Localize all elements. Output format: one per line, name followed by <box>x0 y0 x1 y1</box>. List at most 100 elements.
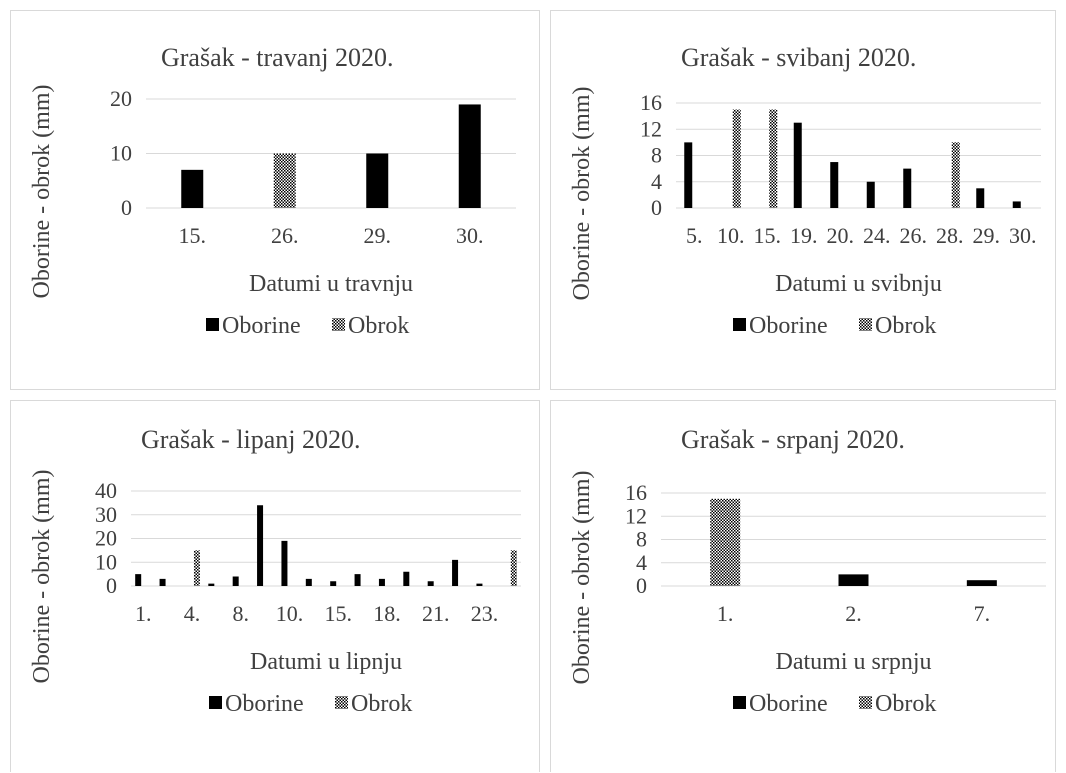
bar-oborine-3 <box>159 578 166 586</box>
legend-label-oborine: Oborine <box>222 313 301 339</box>
x-tick-label: 2. <box>845 601 862 626</box>
bar-oborine-20 <box>403 571 410 586</box>
chart-svg-june: Grašak - lipanj 2020. Oborine - obrok (mm… <box>29 425 521 717</box>
x-tick-label: 10. <box>717 223 745 248</box>
bar-oborine-10 <box>281 540 288 586</box>
legend: Oborine Obrok <box>209 691 412 717</box>
bar-oborine-29 <box>976 188 985 208</box>
bar-oborine-23 <box>476 583 483 586</box>
bar-oborine-7 <box>966 580 997 586</box>
x-tick-label: 26. <box>900 223 928 248</box>
legend-label-oborine: Oborine <box>225 691 304 717</box>
bar-obrok-24 <box>510 550 517 586</box>
bar-oborine-30 <box>1012 201 1021 208</box>
y-tick-label: 16 <box>625 480 647 505</box>
bar-oborine-19 <box>793 122 802 208</box>
y-tick-label: 12 <box>625 503 647 528</box>
x-tick-label: 23. <box>471 601 499 626</box>
x-tick-label: 1. <box>717 601 734 626</box>
chart-panel-may: Grašak - svibanj 2020. Oborine - obrok (m… <box>550 10 1056 390</box>
y-tick-label: 0 <box>636 573 647 598</box>
y-axis-label: Oborine - obrok (mm) <box>569 87 595 301</box>
bar-oborine-6 <box>208 583 215 586</box>
y-tick-label: 20 <box>95 526 117 551</box>
legend-label-oborine: Oborine <box>749 313 828 339</box>
chart-svg-may: Grašak - svibanj 2020. Oborine - obrok (m… <box>569 43 1041 339</box>
x-tick-label: 5. <box>686 223 703 248</box>
x-tick-label: 26. <box>271 223 299 248</box>
y-tick-label: 8 <box>651 143 662 168</box>
chart-panel-july: Grašak - srpanj 2020. Oborine - obrok (mm… <box>550 400 1056 772</box>
bar-obrok-10 <box>732 109 741 208</box>
bar-oborine-15 <box>330 581 337 586</box>
x-tick-label: 28. <box>936 223 964 248</box>
legend-swatch-obrok <box>335 696 348 709</box>
bar-oborine-29 <box>366 153 389 208</box>
x-tick-label: 8. <box>232 601 249 626</box>
bar-oborine-15 <box>181 169 204 208</box>
x-tick-label: 4. <box>184 601 201 626</box>
chart-svg-july: Grašak - srpanj 2020. Oborine - obrok (mm… <box>569 425 1046 717</box>
bar-oborine-5 <box>684 142 693 208</box>
y-tick-label: 8 <box>636 527 647 552</box>
legend-swatch-oborine <box>206 318 219 331</box>
y-axis-label: Oborine - obrok (mm) <box>569 471 595 685</box>
x-axis-label: Datumi u travnju <box>249 271 413 297</box>
y-tick-label: 20 <box>110 86 132 111</box>
bar-oborine-8 <box>232 576 239 586</box>
bar-obrok-26 <box>273 153 296 208</box>
y-tick-label: 12 <box>640 116 662 141</box>
chart-title: Grašak - travanj 2020. <box>161 43 393 72</box>
bar-oborine-20 <box>830 162 839 208</box>
x-tick-label: 30. <box>456 223 484 248</box>
y-tick-label: 10 <box>110 141 132 166</box>
bar-oborine-18 <box>378 578 385 586</box>
bar-oborine-2 <box>838 574 869 586</box>
x-axis-label: Datumi u svibnju <box>775 271 942 297</box>
y-tick-label: 40 <box>95 478 117 503</box>
legend: Oborine Obrok <box>733 313 936 339</box>
x-tick-label: 1. <box>135 601 152 626</box>
bar-obrok-15 <box>769 109 778 208</box>
x-tick-label: 18. <box>373 601 401 626</box>
x-tick-label: 19. <box>790 223 818 248</box>
y-tick-label: 4 <box>636 550 647 575</box>
legend-label-obrok: Obrok <box>348 313 409 339</box>
x-tick-label: 24. <box>863 223 891 248</box>
x-tick-label: 15. <box>324 601 352 626</box>
bar-oborine-30 <box>458 104 481 208</box>
legend-swatch-oborine <box>733 318 746 331</box>
legend-label-obrok: Obrok <box>351 691 412 717</box>
x-axis-label: Datumi u lipnju <box>250 649 402 675</box>
chart-title: Grašak - svibanj 2020. <box>681 43 916 72</box>
legend-swatch-obrok <box>332 318 345 331</box>
bar-oborine-22 <box>452 559 459 586</box>
bar-oborine-12 <box>305 578 312 586</box>
x-tick-label: 7. <box>974 601 991 626</box>
y-axis-label: Oborine - obrok (mm) <box>29 470 55 684</box>
y-axis-label: Oborine - obrok (mm) <box>29 85 55 299</box>
legend: Oborine Obrok <box>733 691 936 717</box>
legend-label-obrok: Obrok <box>875 691 936 717</box>
bar-oborine-1 <box>135 574 142 586</box>
legend-swatch-oborine <box>733 696 746 709</box>
y-tick-label: 0 <box>651 195 662 220</box>
bar-oborine-26 <box>903 168 912 208</box>
y-tick-label: 4 <box>651 169 662 194</box>
legend: Oborine Obrok <box>206 313 409 339</box>
chart-panel-april: Grašak - travanj 2020. Oborine - obrok (m… <box>10 10 540 390</box>
y-tick-label: 0 <box>106 573 117 598</box>
x-tick-label: 20. <box>827 223 855 248</box>
y-tick-label: 30 <box>95 502 117 527</box>
legend-swatch-obrok <box>859 318 872 331</box>
legend-label-obrok: Obrok <box>875 313 936 339</box>
bar-oborine-24 <box>866 181 875 208</box>
y-tick-label: 0 <box>121 195 132 220</box>
legend-swatch-obrok <box>859 696 872 709</box>
chart-panel-june: Grašak - lipanj 2020. Oborine - obrok (mm… <box>10 400 540 772</box>
x-tick-label: 10. <box>276 601 304 626</box>
bar-obrok-4 <box>193 550 200 586</box>
x-tick-label: 15. <box>754 223 782 248</box>
x-tick-label: 15. <box>179 223 207 248</box>
chart-title: Grašak - srpanj 2020. <box>681 425 905 454</box>
